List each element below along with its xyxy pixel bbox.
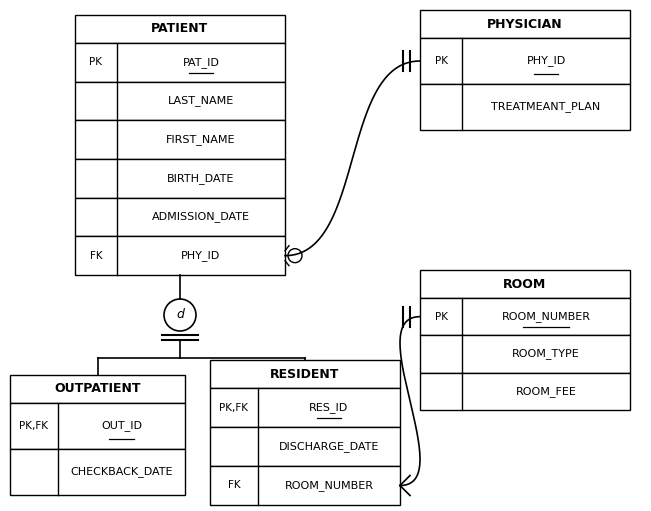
- Text: ROOM: ROOM: [503, 277, 547, 290]
- Text: DISCHARGE_DATE: DISCHARGE_DATE: [279, 441, 379, 452]
- Bar: [210, 427, 400, 466]
- Text: PK: PK: [89, 57, 102, 67]
- Text: ROOM_NUMBER: ROOM_NUMBER: [284, 480, 374, 491]
- Bar: [420, 38, 630, 84]
- Text: ROOM_NUMBER: ROOM_NUMBER: [501, 311, 590, 322]
- Text: ROOM_FEE: ROOM_FEE: [516, 386, 576, 397]
- Bar: [10, 375, 185, 403]
- Bar: [10, 449, 185, 495]
- Text: CHECKBACK_DATE: CHECKBACK_DATE: [70, 467, 173, 477]
- Text: PATIENT: PATIENT: [152, 22, 208, 35]
- Bar: [75, 15, 285, 43]
- Text: FK: FK: [90, 251, 102, 261]
- Text: BIRTH_DATE: BIRTH_DATE: [167, 173, 235, 184]
- Text: OUTPATIENT: OUTPATIENT: [54, 383, 141, 396]
- Bar: [420, 84, 630, 130]
- Text: ROOM_TYPE: ROOM_TYPE: [512, 349, 580, 359]
- Bar: [420, 270, 630, 298]
- Bar: [75, 159, 285, 198]
- Bar: [75, 120, 285, 159]
- Text: d: d: [176, 309, 184, 321]
- Text: PK,FK: PK,FK: [219, 403, 249, 412]
- Text: PK: PK: [434, 56, 447, 66]
- Bar: [75, 236, 285, 275]
- Text: PHY_ID: PHY_ID: [182, 250, 221, 261]
- Text: RES_ID: RES_ID: [309, 402, 349, 413]
- Text: TREATMEANT_PLAN: TREATMEANT_PLAN: [492, 102, 601, 112]
- Bar: [420, 298, 630, 335]
- Text: LAST_NAME: LAST_NAME: [168, 96, 234, 106]
- Bar: [210, 388, 400, 427]
- Text: OUT_ID: OUT_ID: [101, 421, 142, 431]
- Bar: [210, 466, 400, 505]
- Text: FK: FK: [228, 480, 240, 491]
- Text: ADMISSION_DATE: ADMISSION_DATE: [152, 212, 250, 222]
- Text: PK,FK: PK,FK: [20, 421, 49, 431]
- Bar: [10, 403, 185, 449]
- Text: PHYSICIAN: PHYSICIAN: [487, 17, 563, 31]
- Text: PAT_ID: PAT_ID: [182, 57, 219, 68]
- Text: PK: PK: [434, 312, 447, 321]
- Bar: [420, 373, 630, 410]
- Bar: [420, 10, 630, 38]
- Bar: [75, 43, 285, 82]
- Bar: [210, 360, 400, 388]
- Bar: [75, 82, 285, 120]
- Text: RESIDENT: RESIDENT: [270, 367, 340, 381]
- Text: FIRST_NAME: FIRST_NAME: [166, 134, 236, 145]
- Bar: [75, 198, 285, 236]
- Text: PHY_ID: PHY_ID: [527, 56, 566, 66]
- Bar: [420, 335, 630, 373]
